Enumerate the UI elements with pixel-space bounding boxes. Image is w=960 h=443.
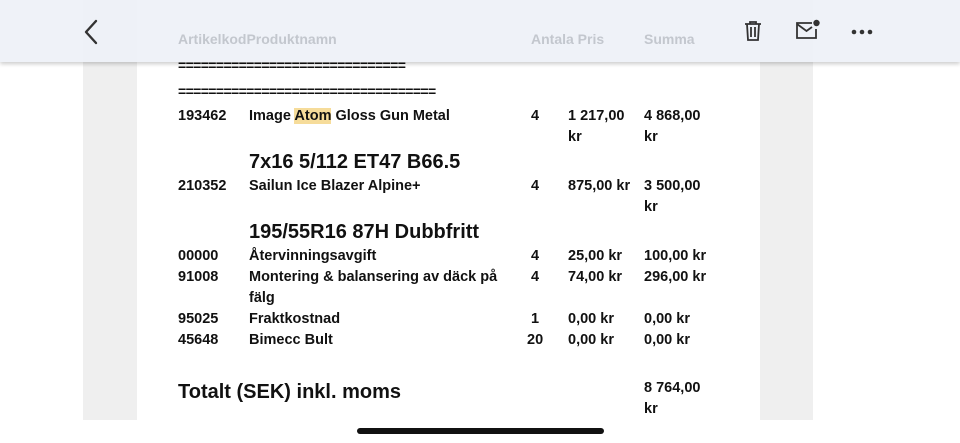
item-spec: 195/55R16 87H Dubbfritt xyxy=(249,221,480,243)
item-name: Image Atom Gloss Gun Metal xyxy=(249,106,450,127)
item-code: 193462 xyxy=(178,108,227,124)
back-icon[interactable] xyxy=(82,19,100,45)
item-name: Sailun Ice Blazer Alpine+ xyxy=(249,178,421,194)
item-sum: 100,00 kr xyxy=(644,248,707,264)
item-code: 91008 xyxy=(178,269,219,285)
item-sum-unit: kr xyxy=(644,199,658,215)
separator: ================================== xyxy=(178,83,436,99)
item-sum: 3 500,00 xyxy=(644,178,701,194)
item-spec: 7x16 5/112 ET47 B66.5 xyxy=(249,151,461,173)
item-code: 00000 xyxy=(178,248,219,264)
item-code: 95025 xyxy=(178,311,219,327)
item-price-unit: kr xyxy=(568,129,582,145)
item-name: Fraktkostnad xyxy=(249,311,341,327)
item-qty: 4 xyxy=(531,248,540,264)
item-sum: 4 868,00 xyxy=(644,108,701,124)
item-name: Återvinningsavgift xyxy=(249,248,377,264)
item-code: 45648 xyxy=(178,332,219,348)
item-name-cont: fälg xyxy=(249,290,275,306)
item-qty: 4 xyxy=(531,178,540,194)
total-value-unit: kr xyxy=(644,401,658,417)
item-code: 210352 xyxy=(178,178,227,194)
item-name: Bimecc Bult xyxy=(249,332,333,348)
item-qty: 4 xyxy=(531,108,540,124)
item-name: Montering & balansering av däck på xyxy=(249,269,498,285)
item-qty: 4 xyxy=(531,269,540,285)
toolbar xyxy=(0,0,960,62)
header-qty-price: Antala Pris xyxy=(531,31,605,47)
item-qty: 1 xyxy=(531,311,540,327)
item-sum: 0,00 kr xyxy=(644,332,690,348)
name-text: Image xyxy=(249,108,295,124)
home-indicator[interactable] xyxy=(357,428,604,434)
more-icon[interactable] xyxy=(851,28,873,36)
trash-icon[interactable] xyxy=(743,20,763,42)
total-label: Totalt (SEK) inkl. moms xyxy=(178,381,401,403)
item-sum: 0,00 kr xyxy=(644,311,690,327)
mail-unread-icon[interactable] xyxy=(795,19,821,41)
item-price: 1 217,00 xyxy=(568,108,625,124)
header-sum: Summa xyxy=(644,31,695,47)
total-value: 8 764,00 xyxy=(644,380,701,396)
item-price: 74,00 kr xyxy=(568,269,623,285)
item-price: 0,00 kr xyxy=(568,311,614,327)
item-price: 0,00 kr xyxy=(568,332,614,348)
search-highlight: Atom xyxy=(294,108,332,124)
item-qty: 20 xyxy=(527,332,544,348)
item-price: 25,00 kr xyxy=(568,248,623,264)
name-text: Gloss Gun Metal xyxy=(331,108,450,124)
item-price: 875,00 kr xyxy=(568,178,631,194)
header-product: ArtikelkodProduktnamn xyxy=(178,31,337,47)
item-sum: 296,00 kr xyxy=(644,269,707,285)
item-sum-unit: kr xyxy=(644,129,658,145)
email-body xyxy=(137,0,760,420)
